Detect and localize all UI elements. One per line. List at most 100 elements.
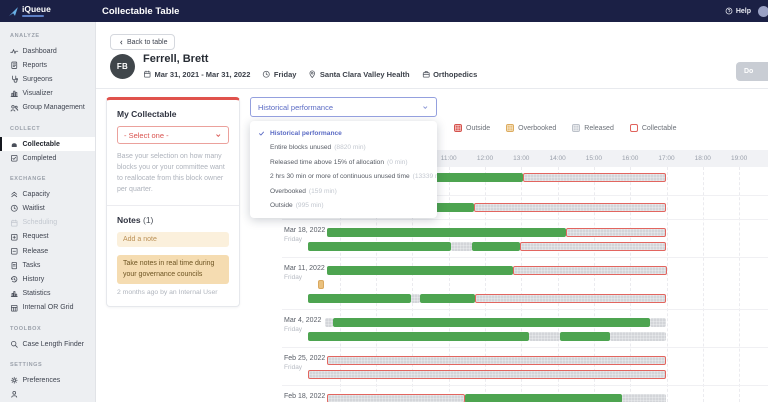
row-date: Feb 18, 2022: [284, 393, 326, 400]
block-segment-used[interactable]: [327, 228, 566, 237]
block-segment-collectable[interactable]: [307, 370, 667, 379]
sidebar-item-internal-or-grid[interactable]: Internal OR Grid: [0, 301, 95, 315]
sidebar-item-waitlist[interactable]: Waitlist: [0, 202, 95, 216]
performance-filter-select[interactable]: Historical performance: [250, 97, 437, 117]
block-segment-released[interactable]: [621, 394, 667, 402]
block-segment-used[interactable]: [471, 242, 520, 251]
filter-option-label: Overbooked: [270, 187, 306, 195]
sidebar-item-label: Surgeons: [22, 75, 53, 83]
filter-option-2-hrs-30-min-or-more-of-continuous-unused-time[interactable]: 2 hrs 30 min or more of continuous unuse…: [250, 170, 437, 185]
meta-department-icon-item: Orthopedics: [422, 70, 477, 79]
sidebar-item-scheduling[interactable]: Scheduling: [0, 216, 95, 230]
notes-count: (1): [143, 215, 154, 226]
sidebar-item-capacity[interactable]: Capacity: [0, 187, 95, 201]
sidebar-item-visualizer[interactable]: Visualizer: [0, 87, 95, 101]
sidebar-item-completed[interactable]: Completed: [0, 151, 95, 165]
axis-tick-label: 13:00: [513, 155, 530, 162]
note-item: Take notes in real time during your gove…: [117, 255, 229, 285]
filter-option-value: (0 min): [387, 158, 408, 166]
sidebar-section-analyze: ANALYZE: [10, 33, 40, 39]
row-label: Feb 25, 2022 Friday: [284, 355, 325, 371]
block-segment-released[interactable]: [528, 332, 561, 341]
sidebar-item-surgeons[interactable]: Surgeons: [0, 72, 95, 86]
sidebar-item-release[interactable]: Release: [0, 244, 95, 258]
internal-or-grid-icon: [10, 304, 19, 313]
sidebar-item-cut-off[interactable]: [0, 387, 95, 401]
help-button[interactable]: Help: [725, 7, 751, 15]
filter-option-outside[interactable]: Outside (995 min): [250, 199, 437, 214]
block-segment-released[interactable]: [609, 332, 667, 341]
legend-item-outside: Outside: [454, 124, 490, 132]
overbooked-swatch-icon: [506, 124, 515, 132]
history-icon: [10, 275, 19, 284]
back-to-table-button[interactable]: Back to table: [110, 34, 176, 50]
block-segment-used[interactable]: [307, 242, 451, 251]
sidebar-item-statistics[interactable]: Statistics: [0, 287, 95, 301]
my-collectable-select[interactable]: - Select one -: [117, 126, 229, 144]
filter-option-released-time-above-15-of-allocation[interactable]: Released time above 15% of allocation (0 …: [250, 155, 437, 170]
sidebar-item-reports[interactable]: Reports: [0, 58, 95, 72]
block-segment-released[interactable]: [450, 242, 472, 251]
axis-tick-label: 14:00: [549, 155, 566, 162]
block-segment-collectable[interactable]: [523, 173, 667, 182]
sidebar-item-label: Statistics: [22, 290, 51, 298]
block-segment-collectable[interactable]: [519, 242, 667, 251]
filter-option-label: Entire blocks unused: [270, 144, 332, 152]
sidebar-item-preferences[interactable]: Preferences: [0, 373, 95, 387]
filter-option-entire-blocks-unused[interactable]: Entire blocks unused (8820 min): [250, 141, 437, 156]
block-track: [282, 242, 768, 251]
iqueue-logo-icon: [8, 6, 19, 17]
sidebar-item-history[interactable]: History: [0, 272, 95, 286]
block-segment-used[interactable]: [560, 332, 610, 341]
block-track: [282, 294, 768, 303]
tasks-icon: [10, 261, 19, 270]
block-segment-collectable[interactable]: [474, 203, 667, 212]
filter-option-label: Historical performance: [270, 129, 342, 137]
block-segment-collectable[interactable]: [327, 394, 465, 402]
block-segment-released[interactable]: [410, 294, 420, 303]
block-segment-collectable[interactable]: [565, 228, 667, 237]
filter-option-overbooked[interactable]: Overbooked (159 min): [250, 184, 437, 199]
chevron-down-icon: [214, 131, 223, 140]
block-segment-released[interactable]: [324, 318, 333, 327]
request-icon: [10, 233, 19, 242]
row-day: Friday: [284, 274, 303, 281]
surgeon-name: Ferrell, Brett: [143, 53, 209, 65]
block-segment-used[interactable]: [332, 318, 651, 327]
sidebar-item-label: Completed: [22, 154, 57, 162]
add-note-input[interactable]: Add a note: [117, 232, 229, 248]
sidebar-item-label: Tasks: [22, 261, 41, 269]
sidebar-item-group-management[interactable]: Group Management: [0, 101, 95, 115]
group-management-icon: [10, 104, 19, 113]
block-segment-collectable[interactable]: [327, 356, 667, 365]
block-segment-overbooked[interactable]: [318, 280, 324, 289]
block-segment-used[interactable]: [327, 266, 513, 275]
my-collectable-card: My Collectable - Select one - Base your …: [106, 97, 240, 308]
sidebar-item-dashboard[interactable]: Dashboard: [0, 44, 95, 58]
sidebar-item-request[interactable]: Request: [0, 230, 95, 244]
sidebar-item-label: Release: [22, 247, 49, 255]
release-icon: [10, 247, 19, 256]
download-button-partial[interactable]: Do: [736, 62, 768, 81]
sidebar-item-tasks[interactable]: Tasks: [0, 258, 95, 272]
filter-option-historical-performance[interactable]: Historical performance: [250, 126, 437, 141]
user-menu-icon[interactable]: [758, 5, 768, 17]
block-segment-used[interactable]: [307, 294, 411, 303]
legend-item-collectable: Collectable: [629, 124, 676, 132]
sidebar-item-collectable[interactable]: Collectable: [0, 136, 95, 152]
my-collectable-title: My Collectable: [117, 109, 177, 119]
block-segment-used[interactable]: [307, 332, 529, 341]
sidebar-item-case-length-finder[interactable]: Case Length Finder: [0, 337, 95, 351]
block-segment-used[interactable]: [465, 394, 622, 402]
sidebar-section-exchange: EXCHANGE: [10, 176, 46, 183]
block-track: [282, 266, 768, 275]
block-segment-used[interactable]: [420, 294, 475, 303]
collectable-icon: [10, 140, 19, 149]
block-segment-collectable[interactable]: [474, 294, 667, 303]
sidebar-item-label: Preferences: [22, 376, 61, 384]
legend-item-overbooked: Overbooked: [506, 124, 556, 132]
block-segment-collectable[interactable]: [513, 266, 667, 275]
block-segment-released[interactable]: [650, 318, 667, 327]
block-row-group: Feb 25, 2022 Friday: [282, 347, 768, 385]
